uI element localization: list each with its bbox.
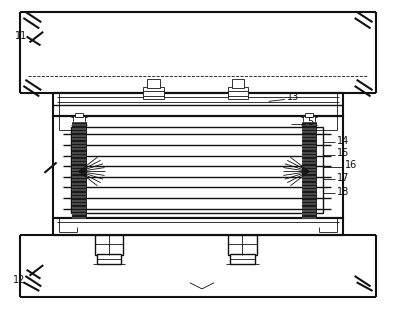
Bar [72, 122, 86, 218]
Text: 5: 5 [307, 117, 313, 127]
Bar [143, 87, 164, 99]
Text: 16: 16 [345, 160, 358, 170]
Bar [230, 254, 255, 264]
Bar [305, 113, 313, 117]
Bar [228, 235, 257, 255]
Bar [53, 218, 343, 235]
Bar [302, 122, 316, 218]
Bar [71, 127, 323, 213]
Bar [53, 93, 343, 116]
Bar [228, 87, 248, 99]
Text: 11: 11 [15, 31, 27, 40]
Text: 13: 13 [287, 92, 299, 102]
Text: 12: 12 [13, 275, 25, 285]
Text: 18: 18 [337, 187, 349, 197]
Text: 14: 14 [337, 136, 349, 146]
Bar [53, 116, 343, 219]
Bar [97, 254, 121, 264]
Bar [95, 235, 123, 255]
Text: 15: 15 [337, 148, 350, 158]
Bar [147, 79, 160, 88]
Text: 17: 17 [337, 173, 350, 183]
Bar [73, 116, 85, 124]
Bar [232, 79, 244, 88]
Bar [303, 116, 315, 124]
Bar [75, 113, 83, 117]
